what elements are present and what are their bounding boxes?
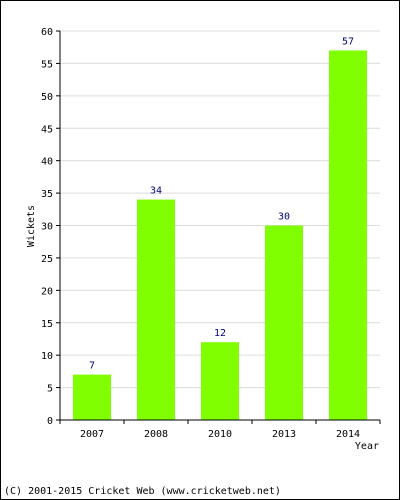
bar-2014 xyxy=(329,50,367,420)
data-labels: 7 34 12 30 57 xyxy=(89,36,354,371)
data-label-2014: 57 xyxy=(342,36,354,47)
y-tick-label: 45 xyxy=(41,124,53,135)
data-label-2007: 7 xyxy=(89,361,95,372)
bar-2010 xyxy=(201,342,239,420)
y-tick-label: 15 xyxy=(41,319,53,330)
y-tick-label: 10 xyxy=(41,351,53,362)
x-tick-label-2008: 2008 xyxy=(144,429,168,440)
x-tick-label-2013: 2013 xyxy=(272,429,296,440)
y-tick-labels: 0 5 10 15 20 25 30 35 40 45 50 55 60 xyxy=(41,27,53,427)
y-tick-label: 35 xyxy=(41,189,53,200)
bars xyxy=(73,50,367,420)
data-label-2010: 12 xyxy=(214,328,226,339)
bar-2007 xyxy=(73,374,111,420)
x-axis-label: Year xyxy=(355,441,379,452)
y-tick-label: 0 xyxy=(47,416,53,427)
x-tick-label-2007: 2007 xyxy=(80,429,104,440)
y-axis-label: Wickets xyxy=(26,205,37,247)
x-tick-labels: 2007 2008 2010 2013 2014 xyxy=(80,429,360,440)
y-tick-label: 20 xyxy=(41,286,53,297)
data-label-2008: 34 xyxy=(150,186,162,197)
x-tick-label-2014: 2014 xyxy=(336,429,360,440)
y-tick-label: 25 xyxy=(41,254,53,265)
y-tick-label: 50 xyxy=(41,92,53,103)
x-tick-label-2010: 2010 xyxy=(208,429,232,440)
data-label-2013: 30 xyxy=(278,212,290,223)
grid-lines xyxy=(60,30,380,389)
axes xyxy=(56,30,381,424)
y-tick-label: 60 xyxy=(41,27,53,38)
y-tick-label: 40 xyxy=(41,157,53,168)
bar-2008 xyxy=(137,199,175,420)
bar-2013 xyxy=(265,225,303,420)
y-tick-label: 5 xyxy=(47,384,53,395)
copyright-footer: (C) 2001-2015 Cricket Web (www.cricketwe… xyxy=(4,486,281,497)
y-tick-label: 30 xyxy=(41,222,53,233)
y-tick-label: 55 xyxy=(41,59,53,70)
